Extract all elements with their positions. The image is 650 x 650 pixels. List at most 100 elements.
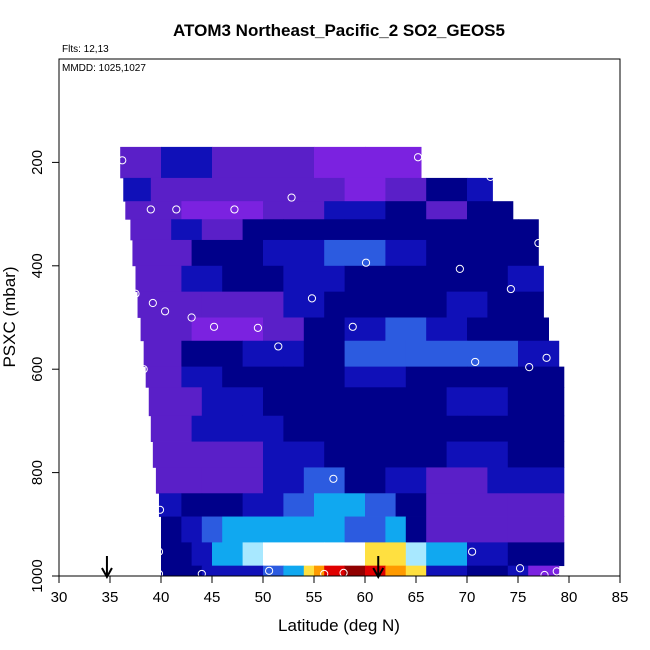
heatmap-cell [150, 177, 264, 202]
heatmap-cell [155, 467, 203, 494]
heatmap-cell [263, 387, 325, 417]
heatmap-cell [446, 441, 509, 468]
heatmap-cell [365, 493, 396, 517]
heatmap-cell [405, 542, 427, 567]
heatmap-cell [181, 516, 203, 543]
heatmap-cell [405, 415, 468, 442]
x-tick-label: 85 [612, 589, 629, 606]
sample-point [148, 298, 157, 308]
heatmap-cell [385, 177, 427, 202]
heatmap-cell [283, 219, 345, 241]
heatmap-cell [222, 366, 284, 388]
heatmap-cell [446, 291, 488, 318]
heatmap-cell [283, 565, 305, 577]
heatmap-cell [123, 177, 152, 202]
heatmap-cell [303, 317, 345, 342]
sample-point [154, 547, 164, 556]
heatmap-cell [446, 265, 509, 293]
heatmap-cell [487, 291, 544, 318]
heatmap-cell [191, 239, 264, 267]
heatmap-cell [405, 219, 468, 241]
heatmap-cell [263, 317, 305, 342]
heatmap-cell [385, 317, 427, 342]
heatmap-cell [222, 265, 284, 293]
x-tick-label: 45 [204, 589, 221, 606]
sample-point [139, 365, 148, 374]
sample-point [230, 205, 239, 214]
heatmap-cell [145, 366, 182, 388]
heatmap-cell [283, 366, 345, 388]
heatmap-cell [242, 493, 284, 517]
heatmap-cell [507, 387, 565, 417]
sample-point [413, 153, 423, 162]
heatmap-cell [467, 542, 509, 567]
heatmap-cell [120, 146, 162, 179]
heatmap-cell [385, 239, 427, 267]
heatmap-cell [467, 219, 519, 241]
chart-title: ATOM3 Northeast_Pacific_2 SO2_GEOS5 [173, 21, 505, 40]
heatmap-cell [426, 493, 509, 517]
heatmap-cell [191, 542, 213, 567]
heatmap-cell [314, 146, 366, 179]
heatmap-cell [201, 516, 223, 543]
sample-point [540, 570, 549, 580]
y-axis: 200 400 600 800 1000 [29, 118, 60, 593]
arrow-marker [101, 556, 113, 580]
heatmap-cell [283, 516, 345, 543]
heatmap-cell [125, 201, 182, 220]
heatmap-cell [487, 239, 539, 267]
heatmap-cell [303, 340, 345, 368]
heatmap-cell [303, 565, 315, 577]
heatmap-cell [344, 219, 407, 241]
sample-point [155, 505, 165, 514]
heatmap-cell [344, 177, 386, 202]
heatmap-cell [201, 291, 284, 318]
heatmap-cell [446, 387, 509, 417]
heatmap-cell [467, 340, 519, 368]
heatmap-cell [385, 265, 447, 293]
heatmap-cell [181, 493, 203, 517]
heatmap-cell [201, 387, 264, 417]
heatmap-cell [344, 340, 407, 368]
heatmap-cell [242, 415, 284, 442]
heatmap-cell [263, 441, 325, 468]
heatmap-cell [507, 441, 565, 468]
heatmap-cell [344, 366, 407, 388]
heatmap-cell [405, 565, 427, 577]
heatmap-cell [212, 146, 315, 179]
heatmap-cell [314, 565, 325, 577]
y-tick-label: 200 [29, 150, 46, 175]
sample-point [552, 567, 561, 576]
heatmap-cell [385, 467, 427, 494]
heatmap-cell [518, 340, 560, 368]
arrow-markers [101, 556, 385, 580]
sample-point [455, 264, 464, 273]
heatmap-cell [201, 467, 264, 494]
x-tick-label: 70 [459, 589, 476, 606]
heatmap-cell [324, 201, 386, 220]
heatmap-cell [263, 239, 325, 267]
heatmap-cell [143, 340, 182, 368]
heatmap-cell [507, 542, 565, 567]
heatmap-cell [405, 366, 468, 388]
heatmap-cell [344, 415, 407, 442]
heatmap-cell [518, 415, 565, 442]
heatmap-cell [140, 317, 192, 342]
heatmap-cell [507, 366, 565, 388]
heatmap-cells [120, 146, 565, 577]
sample-point [361, 258, 371, 267]
flights-label: Flts: 12,13 [62, 44, 109, 55]
heatmap-cell [487, 467, 529, 494]
heatmap-cell [467, 177, 493, 202]
sample-point [468, 547, 477, 556]
heatmap-cell [212, 542, 243, 567]
heatmap-cell [426, 565, 468, 577]
heatmap-cell [385, 441, 447, 468]
heatmap-cell [426, 516, 509, 543]
heatmap-cell [344, 516, 386, 543]
x-tick-label: 40 [153, 589, 170, 606]
x-tick-label: 50 [255, 589, 272, 606]
heatmap-cell [385, 516, 407, 543]
heatmap-cell [130, 219, 172, 241]
